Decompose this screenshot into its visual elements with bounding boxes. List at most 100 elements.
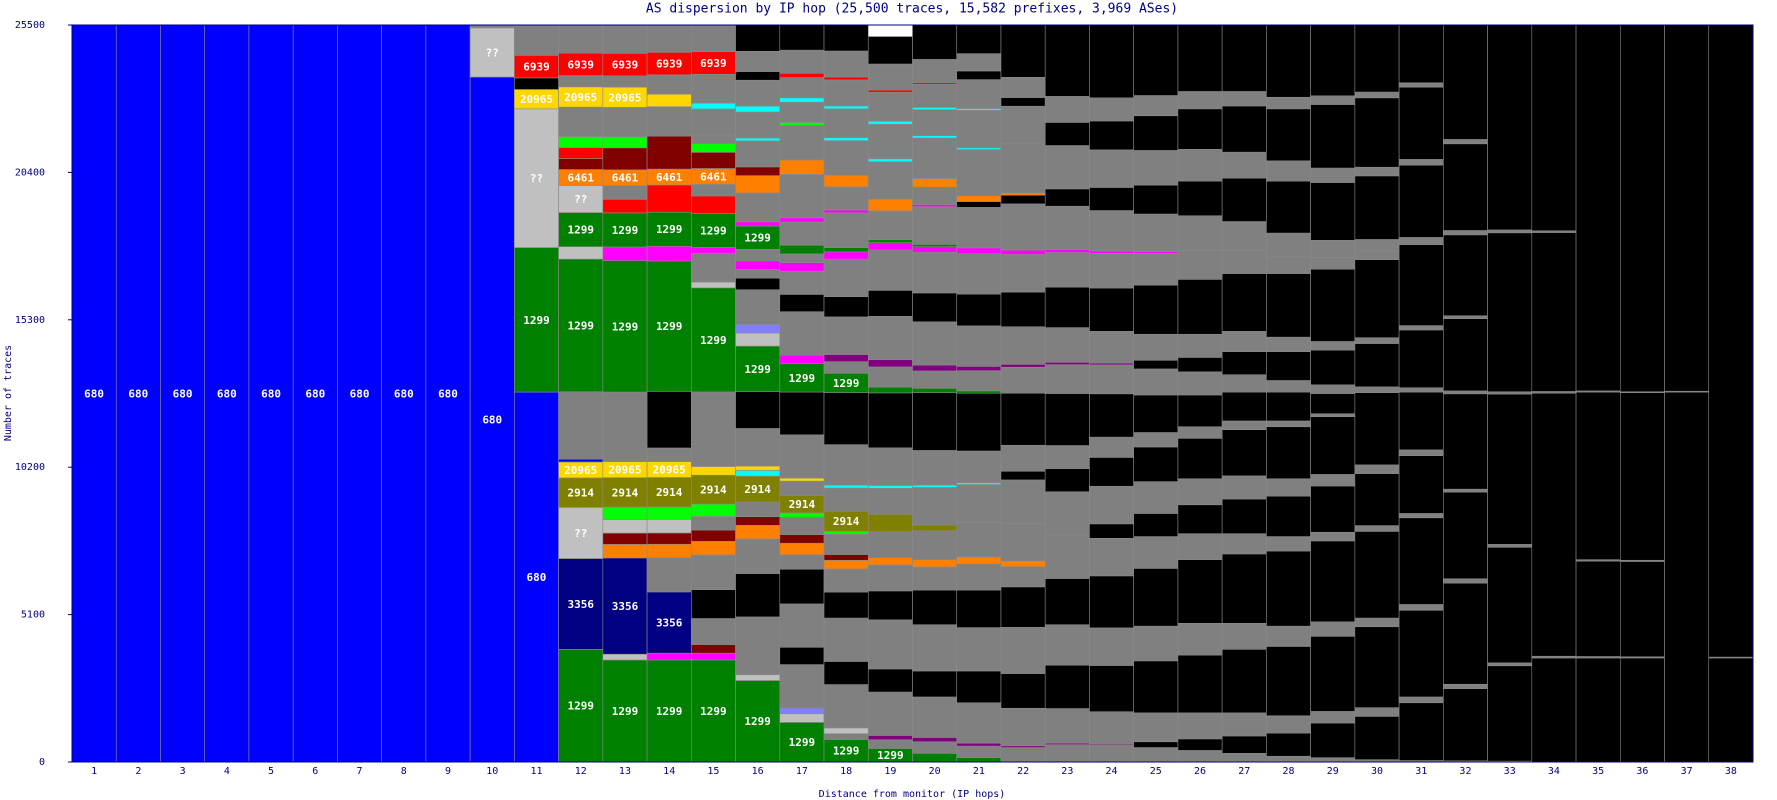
segment (1221, 374, 1267, 393)
segment (956, 627, 1002, 672)
segment (912, 737, 958, 743)
segment (867, 386, 913, 394)
segment (1177, 91, 1223, 110)
segment (956, 293, 1002, 327)
segment (735, 501, 781, 517)
segment (823, 533, 869, 555)
segment (867, 63, 913, 91)
segment (1310, 416, 1356, 475)
segment (204, 24, 250, 763)
segment (1177, 654, 1223, 714)
x-tick-label: 3 (180, 766, 186, 777)
x-tick-label: 14 (663, 766, 675, 777)
segment (1310, 474, 1356, 487)
segment (1221, 735, 1267, 754)
segment (735, 428, 781, 467)
segment (1089, 149, 1134, 188)
segment (1089, 485, 1134, 525)
segment (1089, 711, 1134, 744)
segment (823, 186, 869, 211)
segment (1000, 77, 1046, 98)
segment-label: 6939 (612, 59, 639, 72)
segment (1089, 250, 1134, 254)
segment (1000, 366, 1046, 394)
segment (1575, 560, 1621, 657)
segment (1266, 715, 1311, 734)
segment (912, 524, 958, 532)
segment (735, 105, 781, 113)
segment (779, 603, 825, 648)
segment (912, 392, 958, 451)
segment-label: ?? (486, 46, 499, 59)
segment (1177, 148, 1223, 182)
segment (1443, 234, 1488, 317)
segment (558, 458, 604, 463)
segment (381, 24, 427, 763)
segment-label: 1299 (789, 736, 816, 749)
segment (691, 589, 736, 619)
segment (1000, 326, 1046, 365)
segment (1266, 273, 1311, 338)
segment (1221, 429, 1267, 477)
segment (691, 529, 736, 542)
segment (1133, 184, 1179, 215)
segment (1354, 343, 1400, 388)
segment-label: 1299 (656, 705, 683, 718)
segment (646, 519, 692, 534)
segment (823, 554, 869, 561)
segment (1664, 24, 1710, 392)
segment (1089, 744, 1134, 763)
segment (1266, 755, 1311, 763)
segment (1310, 104, 1356, 169)
y-tick-label: 5100 (21, 610, 45, 621)
segment (867, 564, 913, 592)
x-tick-label: 9 (445, 766, 451, 777)
x-tick-label: 21 (973, 766, 985, 777)
segment (956, 325, 1002, 367)
segment (1221, 151, 1267, 179)
segment (469, 76, 515, 763)
segment (1044, 445, 1090, 469)
segment (867, 366, 913, 388)
segment (1354, 716, 1400, 760)
segment (823, 76, 869, 81)
segment-label: 1299 (700, 334, 727, 347)
segment (1354, 175, 1400, 240)
segment (1221, 622, 1267, 650)
segment (1133, 284, 1179, 335)
segment (1619, 657, 1665, 763)
segment (514, 391, 559, 763)
segment-label: 2914 (612, 486, 639, 499)
segment (912, 753, 958, 763)
segment (823, 174, 869, 188)
segment (1443, 230, 1488, 236)
segment (292, 24, 338, 763)
segment (735, 111, 781, 139)
segment (1354, 525, 1400, 532)
segment (691, 474, 736, 505)
segment (646, 106, 692, 137)
segment (1443, 582, 1488, 685)
segment (646, 532, 692, 545)
segment (735, 260, 781, 270)
segment (1044, 468, 1090, 493)
segment (867, 485, 913, 489)
segment (558, 246, 604, 260)
segment (1177, 333, 1223, 358)
segment-label: 1299 (567, 700, 594, 713)
segment (1398, 609, 1444, 698)
x-tick-label: 2 (135, 766, 141, 777)
segment (823, 568, 869, 593)
segment (691, 618, 736, 645)
segment (735, 24, 781, 52)
segment (691, 247, 736, 254)
segment (1398, 696, 1444, 704)
segment (1177, 622, 1223, 656)
segment (779, 434, 825, 479)
segment (912, 484, 958, 488)
segment (956, 390, 1002, 394)
segment (602, 260, 648, 393)
segment-label: 1299 (612, 705, 639, 718)
segment (1619, 24, 1665, 393)
segment-label: 680 (173, 388, 193, 401)
